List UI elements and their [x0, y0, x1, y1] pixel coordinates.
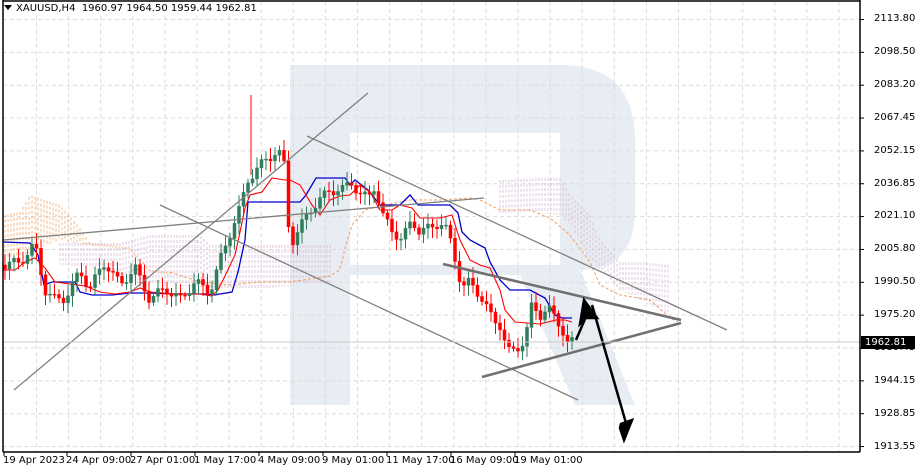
time-tick: 19 May 01:00: [514, 455, 583, 466]
price-tick: 1990.50: [874, 276, 916, 287]
price-tick: 2021.10: [874, 210, 916, 221]
time-tick: 19 Apr 2023: [3, 455, 65, 466]
time-tick: 24 Apr 09:00: [66, 455, 132, 466]
current-price-tag: 1962.81: [861, 336, 915, 349]
open-value: 1960.97: [81, 3, 124, 14]
arrow-up-icon: [578, 296, 600, 328]
low-value: 1959.44: [170, 3, 213, 14]
price-tick: 1913.55: [874, 441, 916, 452]
price-tick: 1928.85: [874, 408, 916, 419]
arrow-down-shaft: [590, 304, 630, 431]
price-tick: 1975.20: [874, 309, 916, 320]
time-tick: 16 May 09:00: [450, 455, 519, 466]
forecast-arrows: [574, 296, 635, 444]
ichimoku-cloud: [4, 178, 679, 323]
time-tick: 27 Apr 01:00: [130, 455, 196, 466]
price-tick: 2067.45: [874, 112, 916, 123]
trendlines: [2, 92, 728, 401]
time-tick: 9 May 01:00: [322, 455, 385, 466]
high-value: 1964.50: [126, 3, 168, 14]
time-tick: 11 May 17:00: [386, 455, 455, 466]
grid-lines: [3, 2, 860, 452]
price-tick: 2036.85: [874, 178, 916, 189]
price-tick: 2113.80: [874, 13, 916, 24]
chart-title: XAUUSD,H4 1960.97 1964.50 1959.44 1962.8…: [4, 3, 259, 14]
price-tick: 2098.50: [874, 46, 916, 57]
symbol-label: XAUUSD,H4: [16, 3, 76, 14]
descending-channel-lower[interactable]: [159, 204, 579, 401]
candlesticks: [3, 95, 574, 361]
price-tick: 2083.20: [874, 79, 916, 90]
price-tick: 1944.15: [874, 375, 916, 386]
descending-channel-upper[interactable]: [306, 135, 728, 331]
ascending-channel-lower[interactable]: [13, 92, 369, 391]
arrow-down-icon: [618, 417, 635, 444]
collapse-triangle-icon[interactable]: [4, 5, 12, 10]
close-value: 1962.81: [215, 3, 257, 14]
tenkan-sen-line: [3, 177, 573, 325]
time-tick: 1 May 17:00: [194, 455, 257, 466]
watermark-logo-icon: [290, 65, 635, 405]
ascending-channel-upper-line[interactable]: [2, 197, 485, 241]
price-tick: 2005.80: [874, 243, 916, 254]
price-tick: 2052.15: [874, 145, 916, 156]
triangle-upper-line[interactable]: [442, 262, 682, 322]
time-tick: 4 May 09:00: [258, 455, 321, 466]
triangle-lower-line[interactable]: [481, 321, 682, 379]
